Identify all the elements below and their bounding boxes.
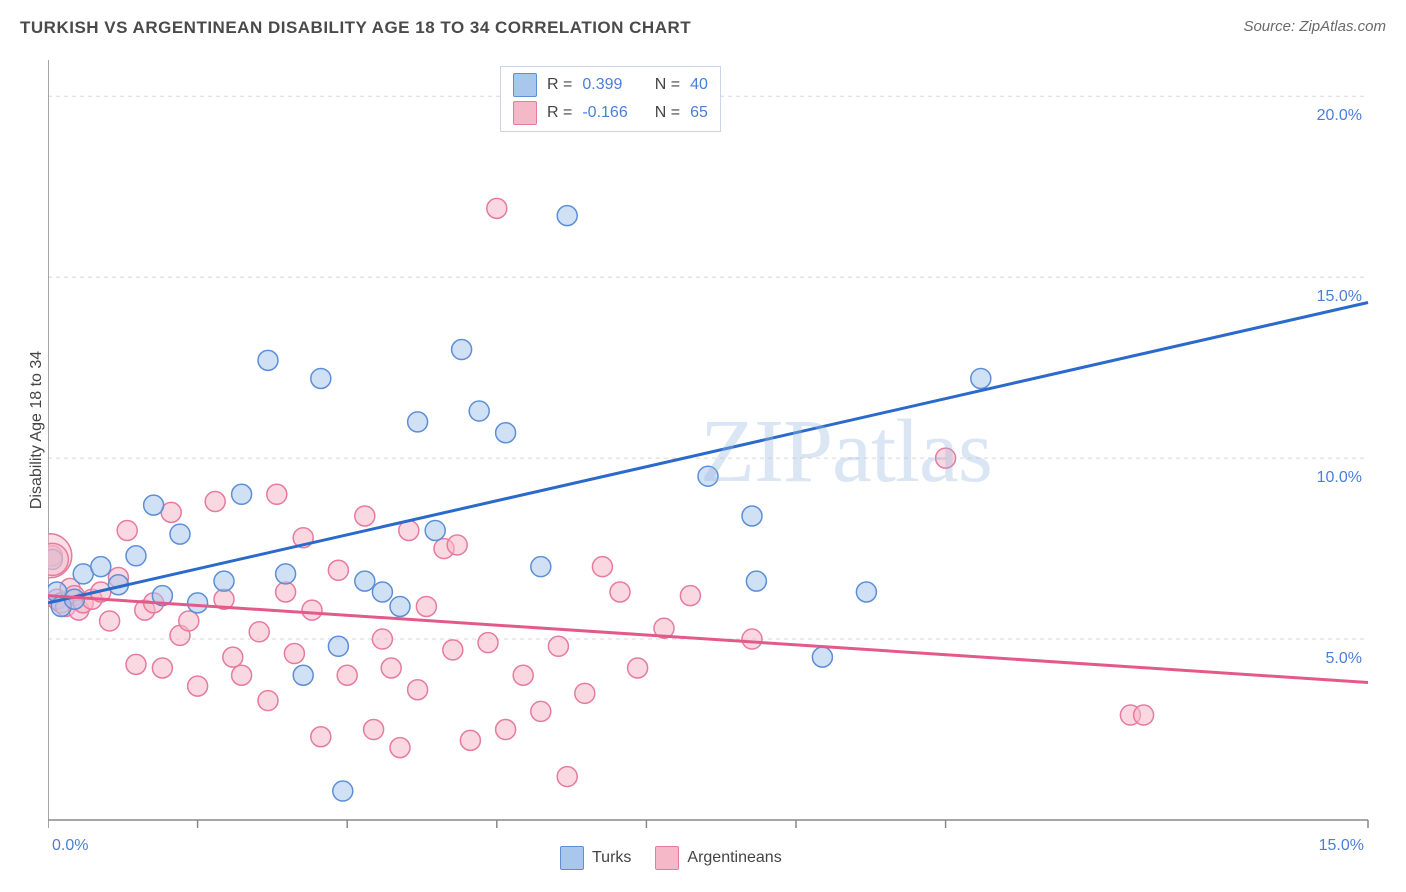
n-label: N =: [650, 104, 680, 122]
svg-text:15.0%: 15.0%: [1317, 288, 1362, 305]
correlation-stats-box: R = 0.399 N = 40 R = -0.166 N = 65: [500, 66, 721, 132]
r-label: R =: [547, 76, 572, 94]
chart-title: TURKISH VS ARGENTINEAN DISABILITY AGE 18…: [20, 18, 691, 37]
svg-text:15.0%: 15.0%: [1319, 837, 1364, 854]
stats-row: R = -0.166 N = 65: [513, 99, 708, 127]
svg-text:20.0%: 20.0%: [1317, 107, 1362, 124]
legend-label: Turks: [592, 849, 631, 867]
series-legend: Turks Argentineans: [560, 846, 782, 870]
legend-swatch-icon: [513, 73, 537, 97]
svg-text:10.0%: 10.0%: [1317, 469, 1362, 486]
chart-header: TURKISH VS ARGENTINEAN DISABILITY AGE 18…: [20, 18, 1386, 48]
source-attribution: Source: ZipAtlas.com: [1243, 18, 1386, 35]
r-value: -0.166: [582, 104, 640, 122]
stats-row: R = 0.399 N = 40: [513, 71, 708, 99]
n-value: 40: [690, 76, 708, 94]
chart-plot-area: 5.0%10.0%15.0%20.0%0.0%15.0%: [48, 60, 1388, 840]
legend-swatch-icon: [655, 846, 679, 870]
svg-text:5.0%: 5.0%: [1326, 650, 1362, 667]
legend-item: Argentineans: [655, 846, 781, 870]
legend-swatch-icon: [560, 846, 584, 870]
r-value: 0.399: [582, 76, 640, 94]
scatter-plot-svg: 5.0% 10.0% 15.0% 20.0% 0.0% 15.0%: [48, 60, 1388, 880]
r-label: R =: [547, 104, 572, 122]
legend-swatch-icon: [513, 101, 537, 125]
n-label: N =: [650, 76, 680, 94]
y-axis-label: Disability Age 18 to 34: [28, 351, 46, 509]
svg-text:0.0%: 0.0%: [52, 837, 88, 854]
legend-label: Argentineans: [687, 849, 781, 867]
legend-item: Turks: [560, 846, 631, 870]
n-value: 65: [690, 104, 708, 122]
